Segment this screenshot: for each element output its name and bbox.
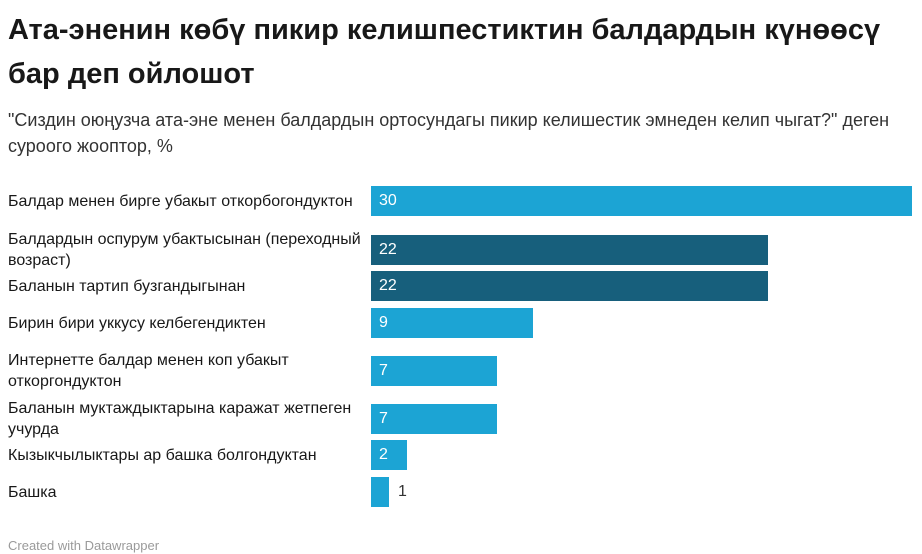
- value-label: 22: [379, 277, 397, 294]
- bar: 30: [371, 186, 912, 216]
- category-label: Интернетте балдар менен коп убакыт откор…: [8, 352, 289, 390]
- chart-title: Ата-эненин көбү пикир келишпестиктин бал…: [8, 14, 881, 90]
- value-label: 1: [398, 483, 407, 500]
- bar: 7: [371, 404, 497, 434]
- value-label: 2: [379, 446, 388, 463]
- chart-subtitle: "Сиздин оюңузча ата-эне менен балдардын …: [8, 110, 890, 156]
- bar: 7: [371, 356, 497, 386]
- bar: 22: [371, 271, 768, 301]
- chart-row: Бирин бири уккусу келбегендиктен 9: [0, 308, 922, 338]
- chart-row: Баланын муктаждыктарына каражат жетпеген…: [0, 398, 922, 440]
- bar: 9: [371, 308, 533, 338]
- category-label: Кызыкчылыктары ар башка болгондуктан: [8, 446, 317, 464]
- value-label: 22: [379, 241, 397, 258]
- value-label: 9: [379, 314, 388, 331]
- category-label: Балдардын оспурум убактысынан (переходны…: [8, 231, 361, 269]
- chart-row: Балдардын оспурум убактысынан (переходны…: [0, 229, 922, 271]
- value-label: 7: [379, 362, 388, 379]
- chart-row: Интернетте балдар менен коп убакыт откор…: [0, 350, 922, 392]
- category-label: Бирин бири уккусу келбегендиктен: [8, 314, 266, 332]
- chart-row: Балдар менен бирге убакыт откорбогондукт…: [0, 180, 922, 222]
- value-label: 7: [379, 410, 388, 427]
- category-label: Балдар менен бирге убакыт откорбогондукт…: [8, 192, 353, 210]
- bar: 22: [371, 235, 768, 265]
- chart-row: Баланын тартип бузгандыгынан 22: [0, 271, 922, 301]
- bar-chart: Балдар менен бирге убакыт откорбогондукт…: [0, 170, 922, 520]
- bar: 2: [371, 440, 407, 470]
- category-label: Баланын тартип бузгандыгынан: [8, 277, 246, 295]
- category-label: Башка: [8, 483, 57, 501]
- category-label: Баланын муктаждыктарына каражат жетпеген…: [8, 400, 352, 438]
- datawrapper-credit: Created with Datawrapper: [8, 538, 160, 553]
- value-label: 30: [379, 192, 397, 209]
- chart-row: Башка 1: [0, 477, 922, 507]
- chart-row: Кызыкчылыктары ар башка болгондуктан 2: [0, 440, 922, 470]
- bar: [371, 477, 389, 507]
